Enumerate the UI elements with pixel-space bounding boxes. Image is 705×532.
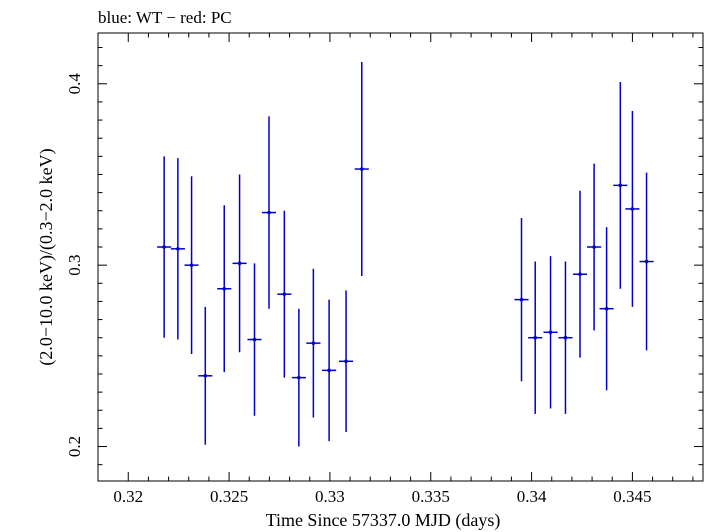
- data-point: [354, 62, 369, 277]
- plot-frame: [97, 32, 704, 482]
- data-point: [543, 256, 558, 409]
- point-marker: [311, 341, 316, 345]
- x-tick-label: 0.335: [412, 487, 450, 506]
- data-point: [198, 306, 213, 445]
- point-marker: [592, 245, 596, 249]
- data-point: [232, 174, 247, 353]
- data-point: [217, 205, 232, 373]
- data-series: [157, 62, 654, 447]
- point-marker: [344, 359, 348, 364]
- data-point: [322, 299, 337, 442]
- point-marker: [604, 306, 609, 311]
- point-marker: [252, 337, 257, 342]
- x-tick-label: 0.33: [315, 487, 345, 506]
- point-marker: [237, 261, 242, 266]
- point-marker: [578, 272, 582, 277]
- data-point: [170, 158, 185, 340]
- point-marker: [327, 368, 331, 373]
- point-marker: [533, 335, 538, 340]
- point-marker: [519, 297, 524, 302]
- point-marker: [644, 259, 649, 264]
- data-point: [587, 163, 602, 331]
- point-marker: [563, 335, 568, 340]
- point-marker: [282, 292, 287, 296]
- data-point: [338, 290, 354, 433]
- x-tick-label: 0.32: [113, 487, 143, 506]
- point-marker: [267, 210, 271, 215]
- data-point: [599, 227, 614, 391]
- point-marker: [359, 167, 364, 171]
- data-point: [277, 210, 292, 378]
- y-tick-label: 0.2: [65, 436, 84, 457]
- y-axis-label: (2.0−10.0 keV)/(0.3−2.0 keV): [36, 148, 57, 365]
- x-tick-label: 0.345: [613, 487, 651, 506]
- data-point: [157, 156, 172, 338]
- data-point: [528, 261, 543, 414]
- data-point: [184, 176, 199, 355]
- point-marker: [548, 330, 553, 335]
- data-point: [639, 172, 654, 351]
- chart-title: blue: WT − red: PC: [98, 8, 232, 27]
- x-axis-label: Time Since 57337.0 MJD (days): [266, 510, 501, 531]
- data-point: [514, 218, 529, 382]
- y-tick-label: 0.3: [65, 255, 84, 276]
- x-tick-label: 0.325: [210, 487, 248, 506]
- point-marker: [203, 374, 208, 378]
- data-point: [291, 308, 306, 447]
- data-point: [572, 190, 588, 358]
- point-marker: [222, 286, 227, 291]
- data-point: [306, 268, 321, 418]
- y-axis-ticks: 0.2 0.3 0.4: [65, 47, 703, 466]
- point-marker: [630, 207, 635, 211]
- point-marker: [162, 245, 166, 249]
- data-point: [558, 261, 573, 414]
- data-point: [261, 116, 277, 309]
- x-tick-label: 0.34: [517, 487, 547, 506]
- y-tick-label: 0.4: [65, 73, 84, 95]
- x-axis-ticks: 0.32 0.325 0.33 0.335 0.34 0.345: [113, 33, 694, 506]
- point-marker: [189, 263, 194, 267]
- data-point: [625, 110, 640, 307]
- data-point: [613, 81, 628, 289]
- data-point: [247, 263, 262, 416]
- point-marker: [176, 247, 180, 251]
- point-marker: [618, 183, 623, 188]
- point-marker: [297, 375, 301, 380]
